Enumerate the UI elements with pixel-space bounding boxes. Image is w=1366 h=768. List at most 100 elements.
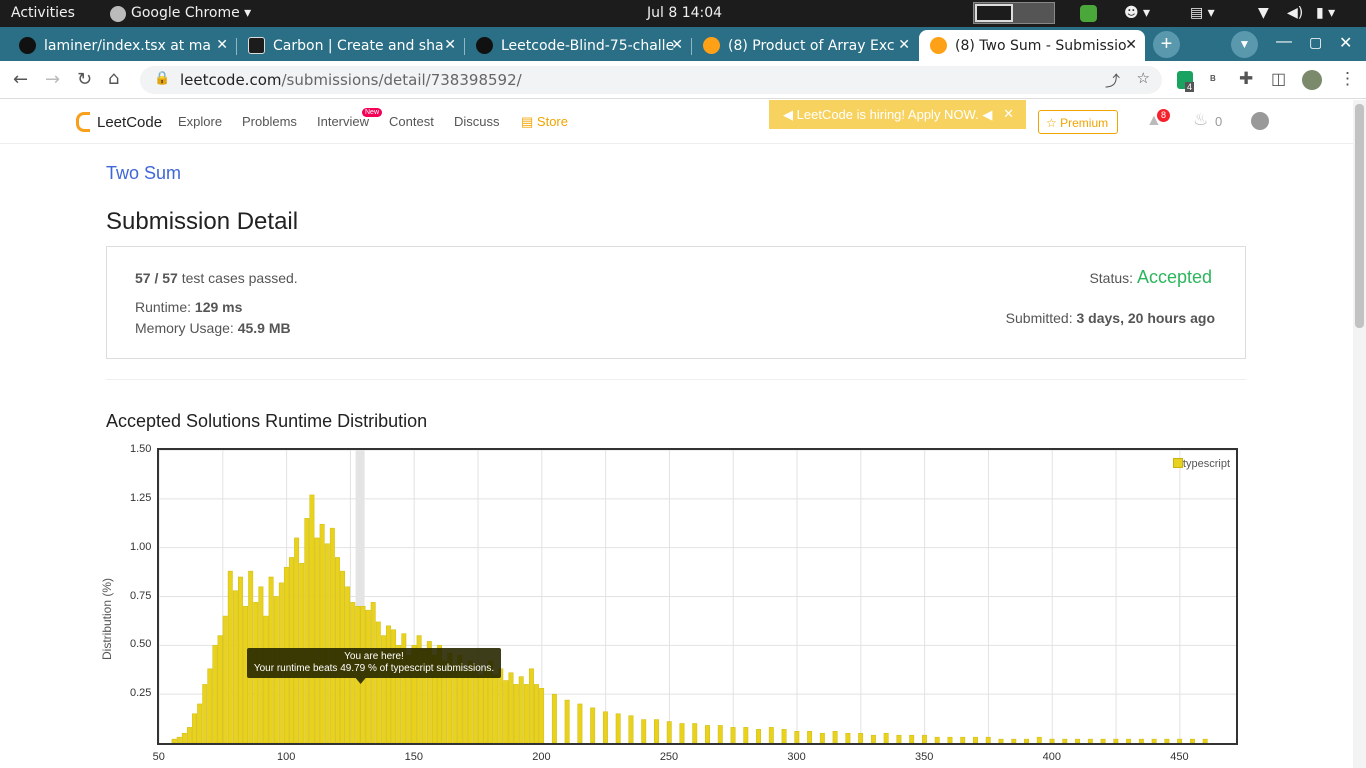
distribution-bar[interactable] xyxy=(1075,738,1081,744)
distribution-bar[interactable] xyxy=(628,715,634,744)
distribution-bar[interactable] xyxy=(679,723,685,744)
close-window-button[interactable]: ✕ xyxy=(1339,35,1353,52)
distribution-bar[interactable] xyxy=(730,727,736,744)
nav-problems[interactable]: Problems xyxy=(242,114,297,129)
distribution-bar[interactable] xyxy=(564,699,570,744)
distribution-bar[interactable] xyxy=(1151,738,1157,744)
clipboard-icon[interactable]: ▤ ▾ xyxy=(1190,5,1215,21)
forward-button[interactable]: → xyxy=(45,69,61,90)
chrome-menu-icon[interactable]: ⋮ xyxy=(1339,69,1356,88)
distribution-bar[interactable] xyxy=(692,723,698,744)
distribution-bar[interactable] xyxy=(222,615,228,744)
distribution-bar[interactable] xyxy=(551,693,557,744)
distribution-bar[interactable] xyxy=(518,676,524,744)
distribution-bar[interactable] xyxy=(294,537,300,744)
distribution-bar[interactable] xyxy=(329,527,335,744)
distribution-bar[interactable] xyxy=(858,732,864,744)
leetcode-logo-icon[interactable] xyxy=(76,112,90,132)
distribution-bar[interactable] xyxy=(498,668,504,744)
distribution-bar[interactable] xyxy=(263,615,269,744)
status-check-icon[interactable] xyxy=(1080,5,1097,22)
distribution-bar[interactable] xyxy=(217,635,223,744)
new-tab-button[interactable]: + xyxy=(1153,31,1180,58)
back-button[interactable]: ← xyxy=(13,69,29,90)
bookmark-star-icon[interactable]: ☆ xyxy=(1136,69,1150,87)
distribution-bar[interactable] xyxy=(171,738,177,744)
distribution-bar[interactable] xyxy=(386,625,391,744)
lock-icon[interactable]: 🔒 xyxy=(154,71,171,86)
distribution-bar[interactable] xyxy=(934,736,940,744)
distribution-bar[interactable] xyxy=(654,719,659,744)
extension-b-icon[interactable]: B xyxy=(1210,74,1216,83)
distribution-bar[interactable] xyxy=(375,621,381,744)
distribution-bar[interactable] xyxy=(845,732,851,744)
distribution-bar[interactable] xyxy=(921,734,927,744)
distribution-bar[interactable] xyxy=(1177,738,1183,744)
close-icon[interactable]: ✕ xyxy=(1125,37,1137,53)
distribution-bar[interactable] xyxy=(1036,736,1042,744)
distribution-bar[interactable] xyxy=(513,684,519,744)
nav-contest[interactable]: Contest xyxy=(389,114,434,129)
close-icon[interactable]: ✕ xyxy=(216,37,228,53)
wifi-icon[interactable]: ▼ xyxy=(1258,5,1269,21)
distribution-bar[interactable] xyxy=(186,727,192,744)
distribution-bar[interactable] xyxy=(503,680,509,744)
distribution-bar[interactable] xyxy=(539,688,545,744)
distribution-bar[interactable] xyxy=(819,732,825,744)
distribution-bar[interactable] xyxy=(309,494,315,744)
close-icon[interactable]: ✕ xyxy=(1003,106,1014,121)
extension-icon[interactable]: ☻ ▾ xyxy=(1124,5,1151,21)
leetcode-logo-text[interactable]: LeetCode xyxy=(97,114,163,131)
distribution-bar[interactable] xyxy=(176,736,182,744)
battery-icon[interactable]: ▮ ▾ xyxy=(1316,5,1336,21)
distribution-bar[interactable] xyxy=(577,703,583,744)
distribution-bar[interactable] xyxy=(768,727,774,744)
distribution-bar[interactable] xyxy=(807,731,813,744)
distribution-bar[interactable] xyxy=(985,736,991,744)
distribution-bar[interactable] xyxy=(717,725,723,744)
nav-interview[interactable]: Interview xyxy=(317,114,370,129)
nav-explore[interactable]: Explore xyxy=(178,114,223,129)
distribution-bar[interactable] xyxy=(909,734,915,744)
distribution-bar[interactable] xyxy=(641,719,647,744)
distribution-bar[interactable] xyxy=(781,729,787,744)
side-panel-icon[interactable]: ◫ xyxy=(1271,71,1287,88)
user-avatar-icon[interactable] xyxy=(1251,112,1269,130)
distribution-bar[interactable] xyxy=(743,727,749,744)
tab-product-of-array[interactable]: (8) Product of Array Exc ✕ xyxy=(692,30,918,61)
distribution-bar[interactable] xyxy=(534,684,539,744)
distribution-bar[interactable] xyxy=(1087,738,1093,744)
distribution-bar[interactable] xyxy=(1126,738,1132,744)
distribution-bar[interactable] xyxy=(477,674,483,744)
premium-button[interactable]: ☆ Premium xyxy=(1038,110,1118,134)
distribution-bar[interactable] xyxy=(314,537,320,744)
distribution-bar[interactable] xyxy=(705,725,710,744)
nav-discuss[interactable]: Discuss xyxy=(454,114,500,129)
tab-github-laminer[interactable]: laminer/index.tsx at ma ✕ xyxy=(8,30,236,61)
distribution-bar[interactable] xyxy=(207,668,213,744)
distribution-bar[interactable] xyxy=(1049,738,1055,744)
distribution-bar[interactable] xyxy=(304,518,310,744)
distribution-bar[interactable] xyxy=(238,576,243,744)
address-bar[interactable]: 🔒 leetcode.com/submissions/detail/738398… xyxy=(140,66,1162,94)
distribution-bar[interactable] xyxy=(973,736,978,744)
distribution-bar[interactable] xyxy=(1011,738,1017,744)
minimize-button[interactable]: — xyxy=(1276,33,1292,50)
distribution-bar[interactable] xyxy=(870,734,876,744)
distribution-bar[interactable] xyxy=(227,570,233,744)
distribution-bar[interactable] xyxy=(794,731,800,744)
tab-search-button[interactable]: ▼ xyxy=(1231,31,1258,58)
distribution-bar[interactable] xyxy=(391,629,397,744)
distribution-bar[interactable] xyxy=(232,590,238,744)
share-icon[interactable]: ⤴ xyxy=(1104,72,1120,90)
distribution-bar[interactable] xyxy=(602,711,608,744)
distribution-bar[interactable] xyxy=(1164,738,1170,744)
scrollbar-thumb[interactable] xyxy=(1355,104,1364,328)
distribution-bar[interactable] xyxy=(1113,738,1119,744)
hiring-banner[interactable]: ◀ LeetCode is hiring! Apply NOW. ◀ ✕ xyxy=(769,100,1026,129)
distribution-bar[interactable] xyxy=(666,721,672,744)
volume-icon[interactable]: ◀) xyxy=(1287,5,1304,21)
distribution-bar[interactable] xyxy=(1024,738,1029,744)
distribution-bar[interactable] xyxy=(197,703,203,744)
close-icon[interactable]: ✕ xyxy=(671,37,683,53)
